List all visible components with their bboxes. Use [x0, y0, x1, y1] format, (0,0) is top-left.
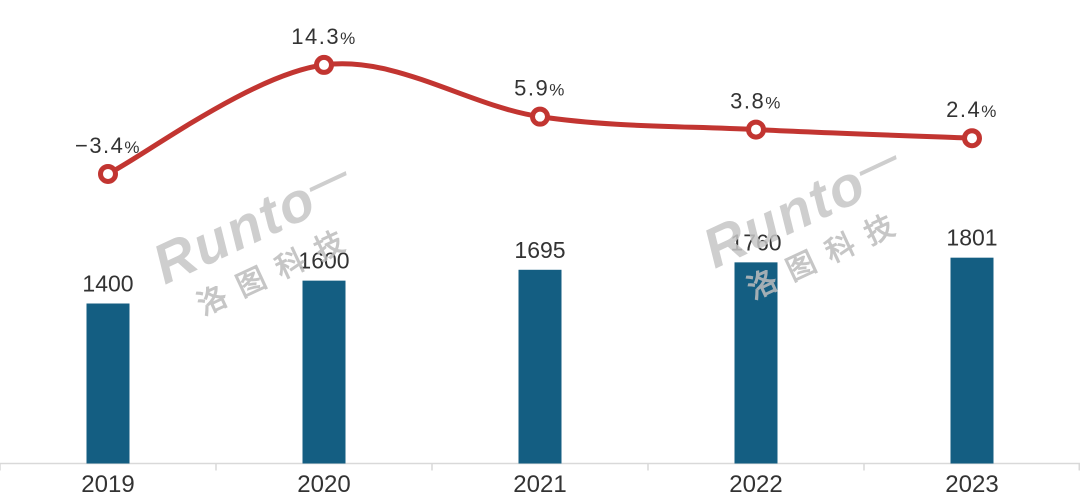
bar-value-label: 1760	[730, 229, 781, 255]
bar-2021	[518, 269, 562, 464]
bar-value-label: 1801	[946, 225, 997, 251]
x-axis-label-2023: 2023	[945, 471, 998, 498]
bar-2023	[950, 257, 994, 464]
data-point-marker-2023	[962, 128, 982, 149]
bar-2020	[302, 280, 346, 464]
bar-value-label: 1400	[82, 271, 133, 297]
data-point-marker-2019	[98, 163, 118, 184]
bar-value-label: 1695	[514, 237, 565, 263]
bar-value-label: 1600	[298, 248, 349, 274]
x-axis-label-2021: 2021	[513, 471, 566, 498]
growth-value-label: 3.8%	[730, 89, 782, 114]
growth-value-label: −3.4%	[75, 133, 141, 158]
bar-2019	[86, 303, 130, 464]
data-point-marker-2022	[746, 119, 766, 140]
growth-value-label: 5.9%	[514, 76, 566, 101]
x-axis-label-2019: 2019	[81, 471, 134, 498]
data-point-marker-2020	[314, 54, 334, 75]
growth-value-label: 14.3%	[291, 24, 356, 49]
growth-value-label: 2.4%	[946, 97, 998, 122]
bar-2022	[734, 262, 778, 464]
x-axis-label-2020: 2020	[297, 471, 350, 498]
data-point-marker-2021	[530, 106, 550, 127]
x-axis-label-2022: 2022	[729, 471, 782, 498]
